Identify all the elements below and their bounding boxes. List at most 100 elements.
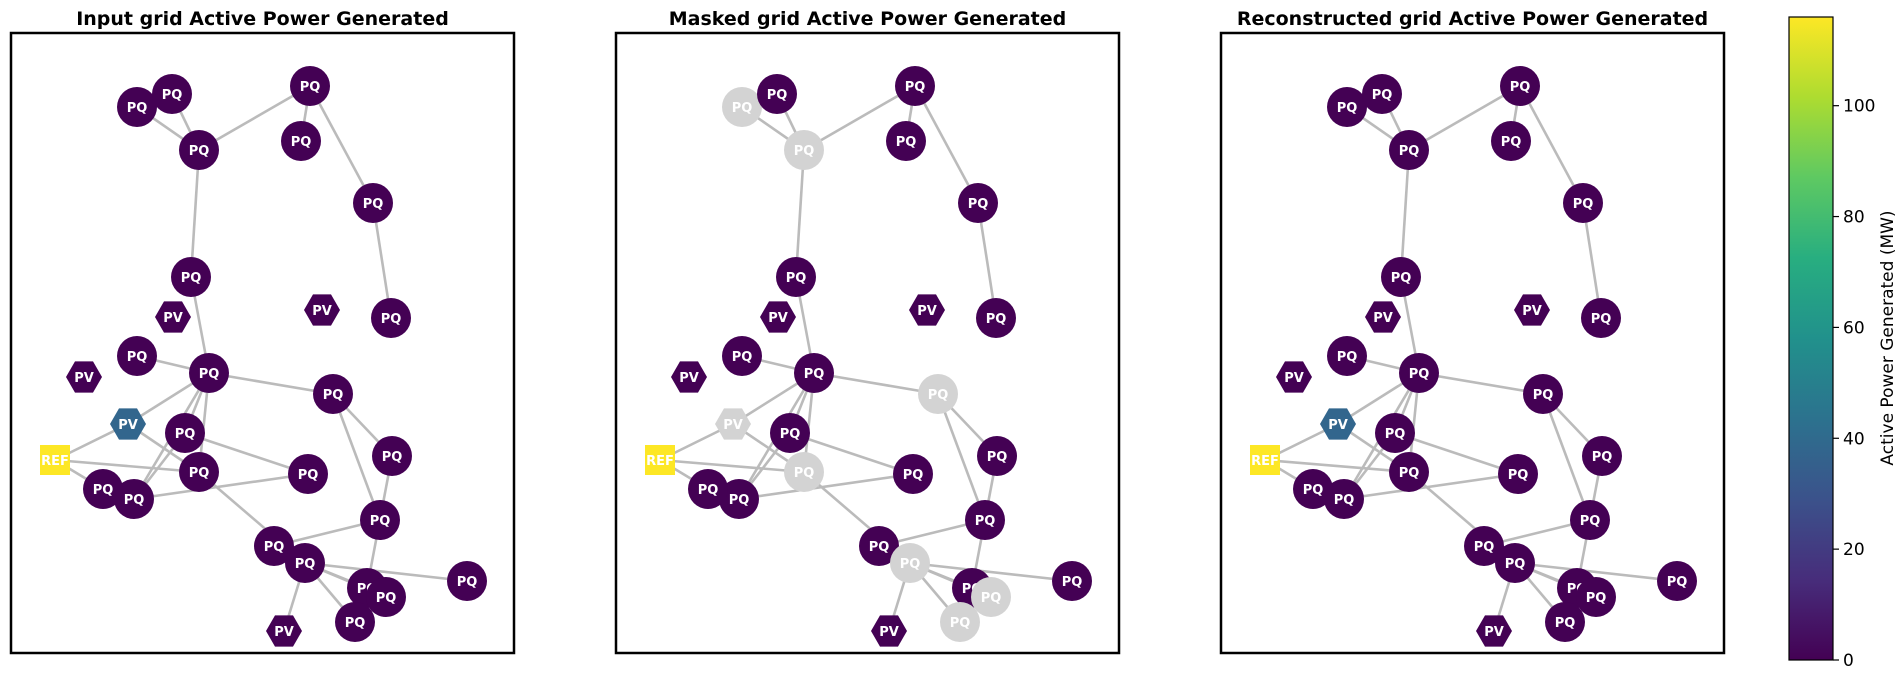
nodes: PQ PQ PQ PQ PQ PQ PQ PV PV PQ PQ PQ PV PQ PQ PQ PV REF PQ P… <box>40 66 487 647</box>
node-shape <box>918 374 958 414</box>
node-label: PV <box>879 625 899 640</box>
node-shape <box>335 602 375 642</box>
node-shape <box>886 121 926 161</box>
node-pq: PQ <box>886 121 926 161</box>
node-label: PQ <box>1399 144 1420 159</box>
node-label: PQ <box>295 557 316 572</box>
node-shape <box>152 74 192 114</box>
node-shape <box>1476 615 1512 647</box>
node-pq: PQ <box>1464 526 1504 566</box>
colorbar-tick-label: 20 <box>1843 540 1865 560</box>
node-pq: PQ <box>152 74 192 114</box>
colorbar-ticks: 0 20 40 60 80 100 <box>1833 97 1875 671</box>
node-pq: PQ <box>366 577 406 617</box>
node-pq: PQ <box>335 602 375 642</box>
node-pq: PQ <box>1523 374 1563 414</box>
node-pv: PV <box>671 361 707 393</box>
node-pq: PQ <box>179 130 219 170</box>
node-label: PQ <box>950 616 971 631</box>
node-pq: PQ <box>285 543 325 583</box>
node-shape <box>360 500 400 540</box>
node-shape <box>110 408 146 440</box>
node-label: PQ <box>264 540 285 555</box>
node-label: PQ <box>1372 88 1393 103</box>
edge <box>1394 431 1519 476</box>
node-shape <box>117 336 157 376</box>
node-pv: PV <box>266 615 302 647</box>
node-label: PQ <box>1510 80 1531 95</box>
node-shape <box>976 298 1016 338</box>
node-pq: PQ <box>171 257 211 297</box>
node-label: PQ <box>1391 271 1412 286</box>
node-pq: PQ <box>918 374 958 414</box>
node-shape <box>371 298 411 338</box>
node-pq: PQ <box>1498 454 1538 494</box>
node-shape <box>1327 87 1367 127</box>
edge <box>738 472 914 501</box>
node-shape <box>1399 353 1439 393</box>
panel-recon: Reconstructed grid Active Power Generate… <box>1219 8 1726 655</box>
node-label: PV <box>163 311 183 326</box>
panel-title: Reconstructed grid Active Power Generate… <box>1237 8 1708 30</box>
edge <box>1399 149 1411 278</box>
panels: Input grid Active Power GeneratedPQPQPQP… <box>9 8 1726 655</box>
colorbar: 0 20 40 60 80 100 Active Power Generated (MW) <box>1788 16 1898 671</box>
node-pq: PQ <box>1570 500 1610 540</box>
node-pq: PQ <box>1389 452 1429 492</box>
node-shape <box>1381 257 1421 297</box>
node-pq: PQ <box>722 336 762 376</box>
node-label: PQ <box>457 575 478 590</box>
node-shape <box>1576 577 1616 617</box>
edge <box>54 458 200 474</box>
panel-input: Input grid Active Power GeneratedPQPQPQP… <box>9 8 516 655</box>
node-shape <box>757 74 797 114</box>
node-pq: PQ <box>1545 602 1585 642</box>
node-pq: PQ <box>1657 561 1697 601</box>
node-pq: PQ <box>1381 257 1421 297</box>
edge <box>1264 458 1410 474</box>
node-pq: PQ <box>288 454 328 494</box>
node-label: PQ <box>1591 312 1612 327</box>
node-label: PQ <box>780 427 801 442</box>
node-shape <box>971 577 1011 617</box>
node-shape <box>254 526 294 566</box>
node-label: PQ <box>181 271 202 286</box>
edge <box>794 149 806 278</box>
node-label: PQ <box>1385 427 1406 442</box>
node-label: PQ <box>981 591 1002 606</box>
edge <box>1541 393 1592 521</box>
node-label: PQ <box>127 350 148 365</box>
node-label: PQ <box>175 427 196 442</box>
node-pq: PQ <box>688 469 728 509</box>
node-label: PQ <box>189 144 210 159</box>
node-pq: PQ <box>1293 469 1333 509</box>
node-label: PQ <box>786 271 807 286</box>
panel-frame <box>614 31 1121 655</box>
node-pq: PQ <box>447 561 487 601</box>
node-shape <box>784 130 824 170</box>
node-shape <box>171 257 211 297</box>
node-shape <box>1464 526 1504 566</box>
node-pq: PQ <box>371 298 411 338</box>
node-label: PQ <box>1667 575 1688 590</box>
node-shape <box>1657 561 1697 601</box>
edge <box>936 393 987 521</box>
node-shape <box>965 500 1005 540</box>
node-pv: PV <box>715 408 751 440</box>
node-label: PV <box>679 371 699 386</box>
node-shape <box>304 294 340 326</box>
node-label: PQ <box>1592 450 1613 465</box>
node-label: PV <box>274 625 294 640</box>
node-label: PV <box>1328 418 1348 433</box>
node-label: PQ <box>1062 575 1083 590</box>
node-label: PQ <box>968 197 989 212</box>
node-shape <box>114 479 154 519</box>
node-label: PQ <box>93 483 114 498</box>
node-label: PQ <box>1399 466 1420 481</box>
node-shape <box>1498 454 1538 494</box>
node-shape <box>1320 408 1356 440</box>
nodes: PQ PQ PQ PQ PQ PQ PQ PV PV PQ PQ PQ PV PQ PQ PQ PV REF PQ P… <box>1250 66 1697 647</box>
colorbar-tick-label: 80 <box>1843 208 1865 228</box>
node-shape <box>1563 183 1603 223</box>
